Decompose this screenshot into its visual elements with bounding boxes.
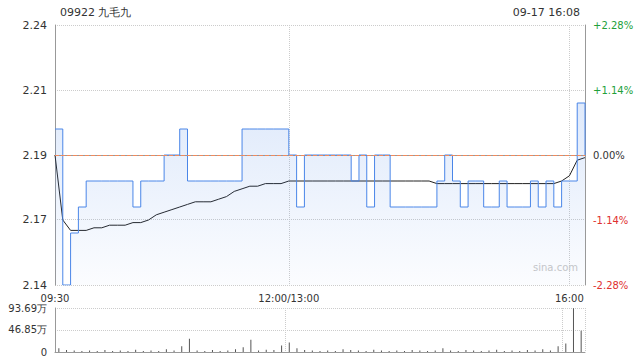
- svg-text:09-17 16:08: 09-17 16:08: [513, 6, 580, 19]
- svg-text:2.19: 2.19: [23, 149, 48, 162]
- svg-text:16:00: 16:00: [555, 293, 584, 304]
- svg-text:2.17: 2.17: [23, 213, 48, 226]
- svg-text:+2.28%: +2.28%: [593, 20, 633, 31]
- svg-text:-2.28%: -2.28%: [593, 280, 628, 291]
- svg-text:09:30: 09:30: [41, 293, 70, 304]
- svg-text:0: 0: [41, 347, 47, 358]
- svg-text:93.69万: 93.69万: [8, 303, 47, 314]
- svg-text:-1.14%: -1.14%: [593, 215, 628, 226]
- svg-text:12:00/13:00: 12:00/13:00: [258, 293, 319, 304]
- svg-text:46.85万: 46.85万: [8, 324, 47, 335]
- svg-text:09922 九毛九: 09922 九毛九: [60, 6, 132, 19]
- svg-text:2.21: 2.21: [23, 84, 48, 97]
- svg-text:2.24: 2.24: [23, 19, 48, 32]
- svg-text:+1.14%: +1.14%: [593, 85, 633, 96]
- svg-text:2.14: 2.14: [23, 279, 48, 292]
- svg-text:0.00%: 0.00%: [593, 150, 625, 161]
